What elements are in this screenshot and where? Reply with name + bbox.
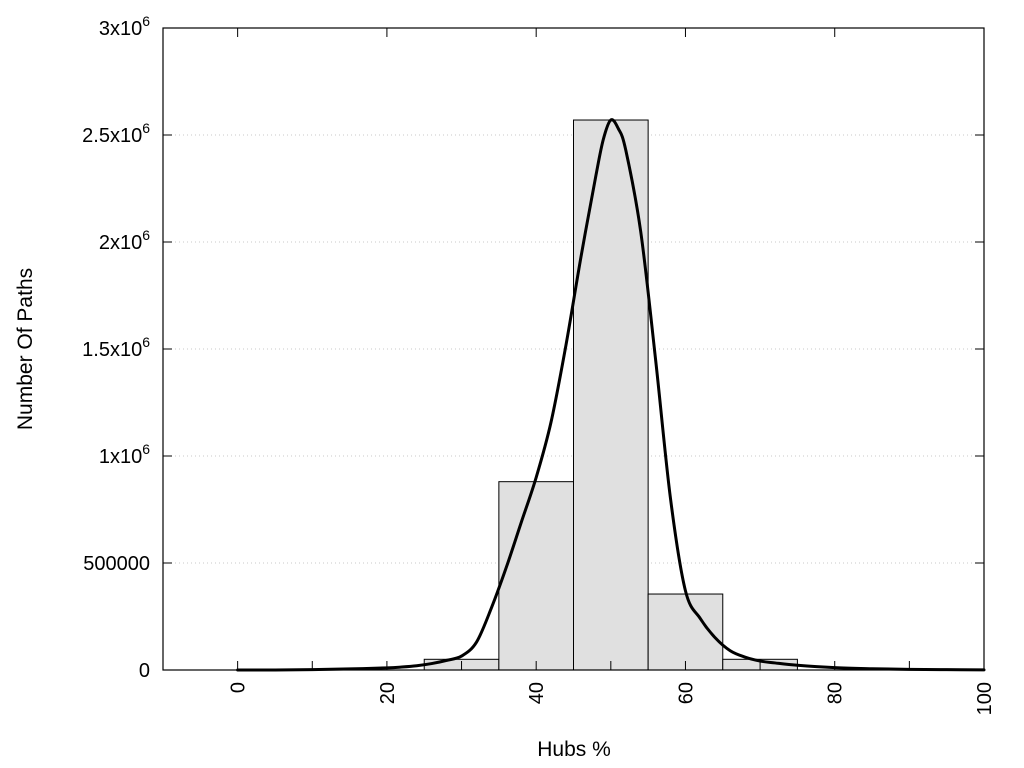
y-tick-label: 2x106 <box>99 227 150 254</box>
histogram-bars <box>423 119 798 671</box>
x-axis-ticks: 0 20 40 60 80 100 <box>228 28 996 715</box>
x-tick-label: 100 <box>974 682 996 715</box>
grid-lines <box>163 134 984 564</box>
x-tick-label: 60 <box>675 682 697 704</box>
y-tick-label: 0 <box>139 660 150 682</box>
y-tick-label: 1x106 <box>99 441 150 468</box>
y-tick-label: 3x106 <box>99 13 150 40</box>
fit-curve-line <box>236 118 986 672</box>
y-tick-label: 500000 <box>83 553 150 575</box>
histogram-bar <box>498 481 575 671</box>
x-tick-label: 40 <box>526 682 548 704</box>
x-tick-label: 80 <box>825 682 847 704</box>
y-axis-ticks: 0 500000 1x106 1.5x106 2x106 2.5x106 3x106 <box>82 13 984 682</box>
x-tick-label: 20 <box>377 682 399 704</box>
y-tick-label: 1.5x106 <box>82 334 150 361</box>
histogram-bar <box>573 119 649 671</box>
y-axis-title: Number Of Paths <box>14 268 37 430</box>
y-tick-label: 2.5x106 <box>82 120 150 147</box>
x-axis-title: Hubs % <box>537 738 611 761</box>
x-tick-label: 0 <box>228 682 250 693</box>
fit-curve <box>236 118 986 672</box>
